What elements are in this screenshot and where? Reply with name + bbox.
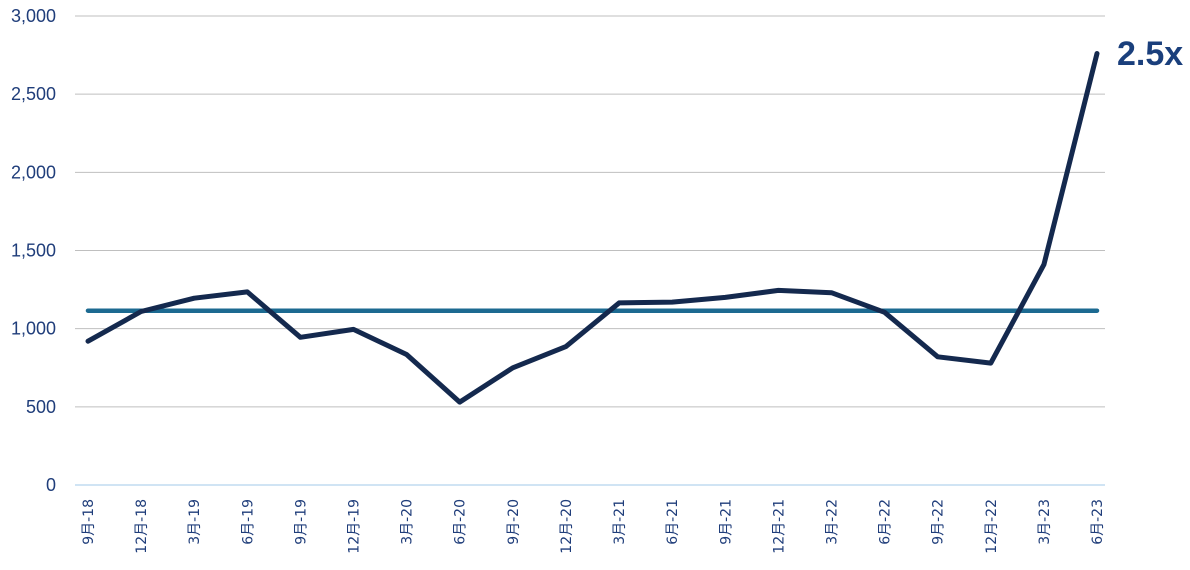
x-tick-label: 9月-18 (81, 499, 97, 545)
x-tick-label: 9月-22 (931, 499, 947, 545)
x-tick-label: 6月-21 (665, 499, 681, 545)
y-tick-label: 0 (46, 475, 56, 495)
x-tick-label: 12月-22 (984, 499, 1000, 554)
y-tick-label: 2,500 (11, 84, 56, 104)
x-tick-label: 3月-20 (400, 499, 416, 545)
x-tick-label: 9月-21 (718, 499, 734, 545)
x-tick-label: 12月-18 (134, 499, 150, 554)
series-group (85, 51, 1100, 405)
x-tick-label: 3月-19 (187, 499, 203, 545)
x-tick-label: 9月-20 (506, 499, 522, 545)
x-tick-label: 6月-19 (240, 499, 256, 545)
x-tick-label: 6月-20 (453, 499, 469, 545)
x-tick-label: 12月-20 (559, 499, 575, 554)
x-tick-label: 6月-22 (878, 499, 894, 545)
series-line-0 (85, 51, 1100, 405)
y-tick-label: 500 (26, 397, 56, 417)
gridlines (75, 15, 1105, 486)
y-tick-label: 2,000 (11, 162, 56, 182)
x-tick-label: 12月-21 (771, 499, 787, 554)
x-axis-tick-labels: 9月-18 12月-18 3月-19 6月-19 9月-19 12月-19 3月-20 6月-… (81, 499, 1106, 554)
y-tick-label: 1,000 (11, 319, 56, 339)
x-tick-label: 3月-23 (1037, 499, 1053, 545)
x-tick-label: 3月-21 (612, 499, 628, 545)
x-tick-label: 9月-19 (293, 499, 309, 545)
x-tick-label: 3月-22 (824, 499, 840, 545)
y-tick-label: 3,000 (11, 6, 56, 26)
annotation-label: 2.5x (1117, 35, 1183, 73)
y-tick-label: 1,500 (11, 241, 56, 261)
x-tick-label: 12月-19 (347, 499, 363, 554)
y-axis-tick-labels: 0 500 1,000 1,500 2,000 2,500 3,000 (11, 6, 56, 495)
x-tick-label: 6月-23 (1090, 499, 1106, 545)
